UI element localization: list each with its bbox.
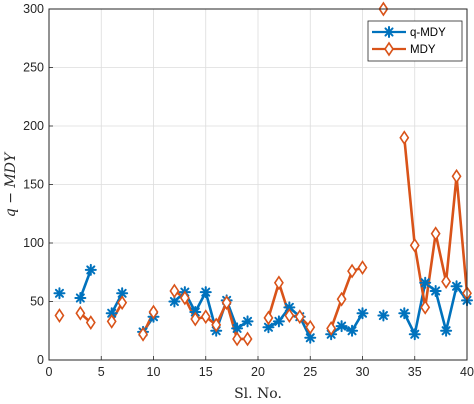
data-point-q-mdy xyxy=(335,320,348,333)
data-point-mdy xyxy=(347,263,358,279)
data-point-mdy xyxy=(284,308,295,323)
legend-marker-q-mdy xyxy=(383,26,395,38)
axis-ticks: 0 5 10 15 20 25 30 35 40 0 50 100 150 200 250 300 xyxy=(23,2,474,379)
data-point-q-mdy xyxy=(84,263,97,276)
data-point-mdy xyxy=(138,326,149,342)
data-point-mdy xyxy=(336,291,347,307)
data-point-mdy xyxy=(357,260,368,276)
data-point-q-mdy xyxy=(199,286,212,299)
x-tick-label: 25 xyxy=(303,365,317,379)
data-point-mdy xyxy=(169,283,180,299)
data-point-mdy xyxy=(106,313,117,329)
x-tick-label: 15 xyxy=(199,365,213,379)
data-point-q-mdy xyxy=(346,324,359,337)
data-point-q-mdy xyxy=(262,321,275,334)
series-line-q-mdy xyxy=(330,312,364,336)
y-tick-label: 50 xyxy=(30,295,44,309)
legend: q-MDY MDY xyxy=(367,20,463,62)
data-point-q-mdy xyxy=(398,307,411,320)
x-tick-label: 35 xyxy=(408,365,422,379)
data-point-q-mdy xyxy=(408,328,421,341)
y-tick-label: 100 xyxy=(23,236,44,250)
data-point-mdy xyxy=(190,311,201,327)
series-line-mdy xyxy=(329,266,363,329)
legend-label-mdy: MDY xyxy=(410,44,436,56)
data-point-mdy xyxy=(430,226,441,242)
data-point-mdy xyxy=(326,320,337,336)
data-point-q-mdy xyxy=(450,280,463,293)
x-tick-label: 30 xyxy=(356,365,370,379)
legend-label-q-mdy: q-MDY xyxy=(410,27,446,39)
data-point-q-mdy xyxy=(53,287,66,300)
data-point-mdy xyxy=(117,295,128,311)
data-point-mdy xyxy=(441,274,452,290)
data-point-mdy xyxy=(263,310,274,326)
x-tick-label: 40 xyxy=(460,365,474,379)
data-point-mdy xyxy=(75,305,86,321)
data-point-mdy xyxy=(211,317,222,333)
x-tick-label: 0 xyxy=(46,365,53,379)
y-tick-label: 0 xyxy=(37,353,44,367)
x-tick-label: 20 xyxy=(251,365,265,379)
plot-markers xyxy=(53,1,473,347)
x-tick-label: 10 xyxy=(147,365,161,379)
legend-marker-glyph-q-mdy xyxy=(383,26,395,38)
y-tick-label: 300 xyxy=(23,2,44,16)
data-point-mdy xyxy=(54,308,65,323)
legend-marker-mdy xyxy=(384,41,394,57)
data-point-mdy xyxy=(294,309,305,325)
legend-marker-glyph-mdy xyxy=(384,41,394,57)
y-tick-label: 200 xyxy=(23,119,44,133)
data-point-mdy xyxy=(232,331,243,347)
x-axis-label: Sl. No. xyxy=(234,386,282,402)
data-point-mdy xyxy=(451,168,462,184)
data-point-mdy xyxy=(85,315,96,331)
data-point-mdy xyxy=(148,304,159,320)
y-tick-label: 150 xyxy=(23,178,44,192)
series-line-q-mdy xyxy=(110,292,124,314)
data-point-mdy xyxy=(273,275,284,291)
data-point-mdy xyxy=(221,295,232,311)
series-line-q-mdy xyxy=(79,269,93,299)
y-axis-label: q − MDY xyxy=(3,151,19,217)
legend-box xyxy=(367,20,463,62)
data-point-mdy xyxy=(409,237,420,253)
x-tick-label: 5 xyxy=(98,365,105,379)
data-point-mdy xyxy=(399,130,410,146)
data-point-q-mdy xyxy=(74,291,87,304)
data-point-mdy xyxy=(200,309,211,325)
data-point-q-mdy xyxy=(272,315,285,328)
data-point-q-mdy xyxy=(440,324,453,337)
data-point-q-mdy xyxy=(377,309,390,322)
data-point-q-mdy xyxy=(356,307,369,320)
data-point-mdy xyxy=(242,331,253,347)
data-point-mdy xyxy=(305,319,316,335)
data-point-mdy xyxy=(179,290,190,306)
y-tick-label: 250 xyxy=(23,61,44,75)
data-point-q-mdy xyxy=(419,276,432,289)
data-point-q-mdy xyxy=(429,284,442,297)
data-point-q-mdy xyxy=(241,315,254,328)
data-point-mdy xyxy=(420,299,431,315)
